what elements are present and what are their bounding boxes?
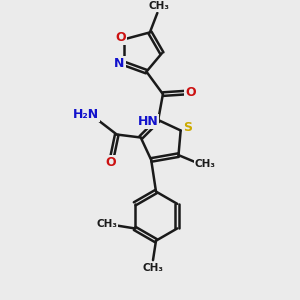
Text: O: O	[185, 86, 196, 99]
Text: S: S	[183, 121, 192, 134]
Text: CH₃: CH₃	[96, 219, 117, 229]
Text: O: O	[116, 32, 126, 44]
Text: CH₃: CH₃	[194, 159, 215, 169]
Text: N: N	[114, 57, 124, 70]
Text: HN: HN	[138, 115, 158, 128]
Text: O: O	[106, 156, 116, 169]
Text: CH₃: CH₃	[148, 1, 170, 11]
Text: H₂N: H₂N	[73, 108, 99, 121]
Text: CH₃: CH₃	[142, 263, 164, 273]
